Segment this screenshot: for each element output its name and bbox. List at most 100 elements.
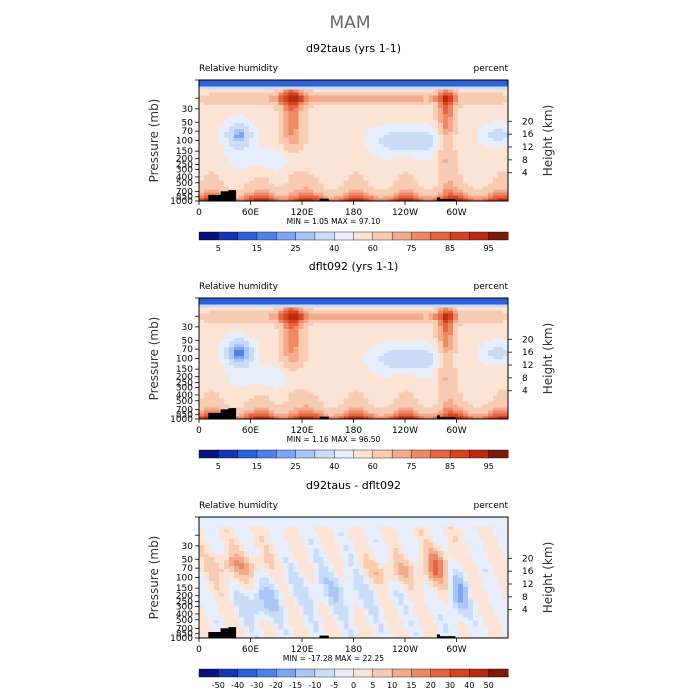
field-cell <box>203 143 210 148</box>
field-cell <box>358 179 365 184</box>
field-cell <box>243 110 250 114</box>
field-cell <box>328 158 335 163</box>
y-tick-label: 100 <box>176 137 193 147</box>
field-cell <box>463 358 469 363</box>
field-cell <box>253 113 260 117</box>
field-cell <box>278 337 285 341</box>
field-cell <box>438 110 444 114</box>
field-cell <box>208 110 215 114</box>
field-cell <box>408 137 414 142</box>
field-cell <box>199 346 205 351</box>
field-cell <box>263 137 270 142</box>
field-cell <box>213 382 220 387</box>
field-cell <box>433 134 439 139</box>
field-cell <box>368 92 375 96</box>
field-cell <box>488 358 494 363</box>
field-cell <box>258 361 265 366</box>
field-cell <box>348 113 355 117</box>
field-cell <box>398 355 404 360</box>
field-cell <box>268 125 275 130</box>
field-cell <box>248 194 255 199</box>
field-cell <box>373 98 380 102</box>
field-cell <box>423 167 429 172</box>
field-cell <box>223 137 230 142</box>
field-cell <box>228 310 235 314</box>
field-cell <box>278 83 285 87</box>
field-cell <box>248 179 255 184</box>
field-cell <box>293 322 300 326</box>
field-cell <box>413 397 419 402</box>
field-cell <box>208 406 215 411</box>
field-cell <box>398 125 404 130</box>
field-cell <box>223 80 230 84</box>
field-cell <box>223 316 230 320</box>
field-cell <box>338 310 345 314</box>
field-cell <box>323 89 330 93</box>
field-cell <box>238 158 245 163</box>
field-cell <box>258 301 265 305</box>
field-cell <box>213 179 220 184</box>
field-cell <box>238 83 245 87</box>
field-cell <box>273 394 280 399</box>
field-cell <box>318 143 325 148</box>
field-cell <box>303 137 310 142</box>
field-cell <box>268 128 275 133</box>
field-cell <box>403 176 409 181</box>
field-cell <box>423 110 429 114</box>
field-cell <box>393 113 399 117</box>
topography <box>208 194 230 201</box>
field-cell <box>263 409 270 414</box>
field-cell <box>483 322 489 326</box>
field-cell <box>203 194 210 199</box>
field-cell <box>448 116 454 120</box>
field-cell <box>433 116 439 120</box>
field-cell <box>368 185 375 190</box>
field-cell <box>248 331 255 335</box>
field-cell <box>228 161 235 166</box>
field-cell <box>443 125 449 130</box>
field-cell <box>308 334 315 338</box>
field-cell <box>493 316 499 320</box>
field-cell <box>338 101 345 105</box>
field-cell <box>308 170 315 175</box>
field-cell <box>213 155 220 160</box>
field-cell <box>428 415 434 420</box>
field-cell <box>428 173 434 178</box>
field-cell <box>263 382 270 387</box>
field-cell <box>293 301 300 305</box>
field-cell <box>248 146 255 151</box>
field-cell <box>258 182 265 187</box>
field-cell <box>438 185 444 190</box>
field-cell <box>253 104 260 108</box>
field-cell <box>348 307 355 311</box>
field-cell <box>403 137 409 142</box>
field-cell <box>418 400 424 405</box>
field-cell <box>463 146 469 151</box>
field-cell <box>283 352 290 357</box>
field-cell <box>308 370 315 375</box>
field-cell <box>248 316 255 320</box>
colorbar-label: 40 <box>329 244 339 253</box>
field-cell <box>243 346 250 351</box>
field-cell <box>388 194 394 199</box>
field-cell <box>418 170 424 175</box>
field-cell <box>428 364 434 369</box>
field-cell <box>258 101 265 105</box>
field-cell <box>488 343 494 348</box>
field-cell <box>393 86 399 90</box>
field-cell <box>208 388 215 393</box>
field-cell <box>403 325 409 329</box>
field-cell <box>288 155 295 160</box>
field-cell <box>248 310 255 314</box>
field-cell <box>258 331 265 335</box>
field-cell <box>283 164 290 169</box>
field-cell <box>363 313 370 317</box>
field-cell <box>283 334 290 338</box>
field-cell <box>303 403 310 408</box>
field-cell <box>368 391 375 396</box>
field-cell <box>328 310 335 314</box>
field-cell <box>488 185 494 190</box>
field-cell <box>223 152 230 157</box>
field-cell <box>313 161 320 166</box>
field-cell <box>283 89 290 93</box>
